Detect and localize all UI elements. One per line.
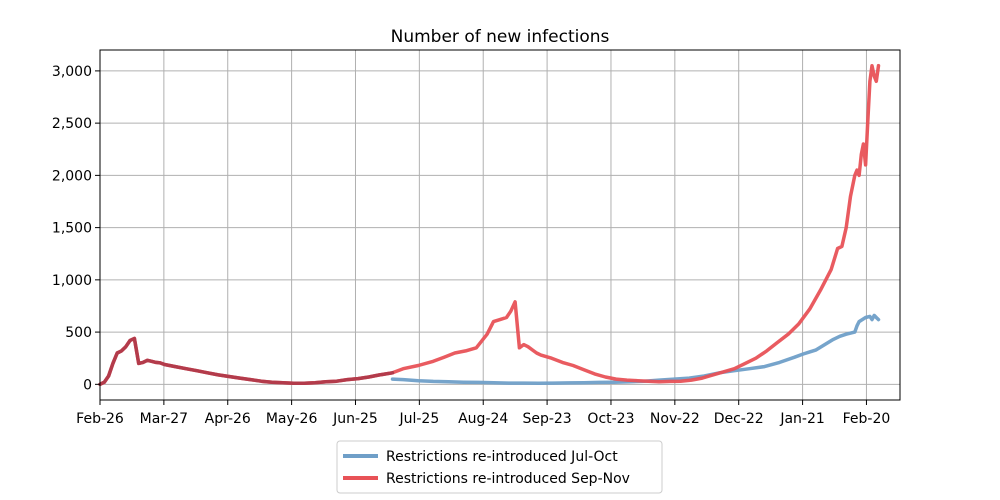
x-tick-label: Jun-25 [332,411,378,427]
x-tick-label: Jul-25 [398,411,439,427]
x-axis: Feb-26 Mar-27 Apr-26 May-26 Jun-25 Jul-25 Aug-… [76,400,890,427]
y-tick-label: 1,500 [52,221,92,237]
y-axis: 0 500 1,000 1,500 2,000 2,500 3,000 [52,64,100,393]
series-layer [98,63,881,387]
legend-box [336,440,663,494]
x-tick-label: Aug-24 [458,411,508,427]
legend-label-jul-oct: Restrictions re-introduced Jul-Oct [386,449,618,465]
y-tick-label: 3,000 [52,64,92,80]
y-tick-label: 2,000 [52,168,92,184]
series-line-overlap [98,336,395,387]
x-tick-label: Jan-21 [779,411,824,427]
x-tick-label: Apr-26 [205,411,251,427]
x-tick-label: Oct-23 [587,411,634,427]
y-tick-label: 1,000 [52,273,92,289]
plot-area-frame [99,49,901,401]
y-tick-label: 0 [83,377,92,393]
x-tick-label: Dec-22 [714,411,764,427]
x-tick-label: Sep-23 [522,411,571,427]
x-tick-label: Nov-22 [650,411,700,427]
y-tick-label: 2,500 [52,116,92,132]
legend-label-sep-nov: Restrictions re-introduced Sep-Nov [386,471,630,487]
x-tick-label: Feb-20 [843,411,891,427]
chart-title: Number of new infections [391,27,610,47]
x-tick-label: Feb-26 [76,411,124,427]
legend[interactable]: Restrictions re-introduced Jul-Oct Restr… [336,440,663,494]
x-tick-label: May-26 [266,411,318,427]
x-tick-label: Mar-27 [140,411,188,427]
y-tick-label: 500 [65,325,92,341]
